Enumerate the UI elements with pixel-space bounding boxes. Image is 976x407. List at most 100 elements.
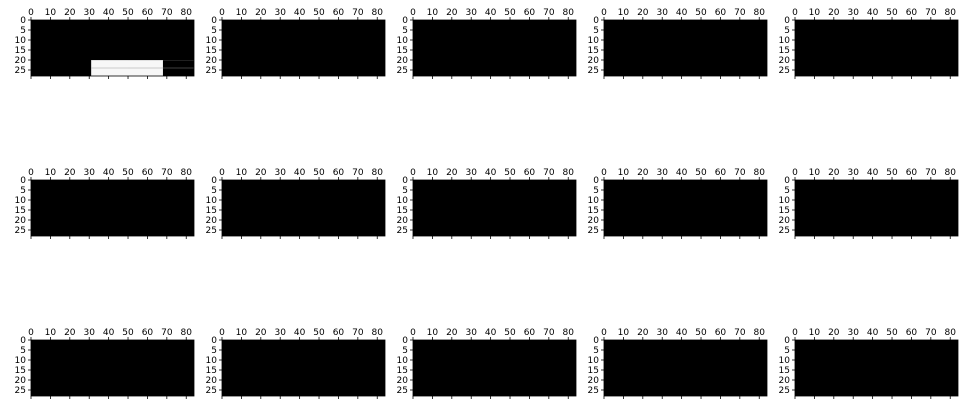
y-tick-label: 20 (779, 56, 791, 66)
y-tick-label: 10 (588, 196, 600, 206)
y-tick-label: 15 (588, 366, 599, 376)
x-tick-label: 30 (656, 8, 668, 18)
axes-frame (30, 339, 195, 397)
x-tick-label: 80 (181, 168, 193, 178)
y-tick-label: 20 (397, 56, 409, 66)
x-tick-label: 0 (792, 328, 798, 338)
x-tick-label: 0 (28, 168, 34, 178)
y-tick-label: 5 (20, 26, 26, 36)
x-tick-label: 50 (313, 328, 325, 338)
x-tick-label: 0 (792, 8, 798, 18)
x-tick-label: 70 (161, 8, 173, 18)
x-tick-label: 30 (656, 168, 668, 178)
x-tick-label: 50 (313, 168, 325, 178)
axes-frame (603, 19, 768, 77)
image-background (413, 180, 576, 236)
y-tick-label: 25 (397, 386, 408, 396)
x-tick-label: 20 (255, 8, 267, 18)
y-tick-label: 20 (206, 56, 218, 66)
y-tick-label: 25 (397, 66, 408, 76)
y-tick-label: 25 (397, 226, 408, 236)
y-tick-label: 0 (593, 336, 599, 346)
y-tick-label: 15 (397, 366, 408, 376)
y-tick-label: 15 (397, 206, 408, 216)
image-background (31, 180, 194, 236)
y-tick-label: 5 (784, 346, 790, 356)
x-tick-label: 10 (427, 328, 439, 338)
y-tick-label: 10 (588, 356, 600, 366)
x-tick-label: 50 (695, 168, 707, 178)
y-tick-label: 0 (402, 176, 408, 186)
y-tick-label: 15 (15, 46, 26, 56)
y-tick-label: 25 (206, 66, 217, 76)
axes-frame (30, 179, 195, 237)
y-tick-label: 25 (779, 226, 790, 236)
y-tick-label: 15 (588, 206, 599, 216)
axes-frame (221, 179, 386, 237)
axes-frame (603, 179, 768, 237)
x-tick-label: 70 (925, 328, 937, 338)
y-tick-label: 5 (593, 346, 599, 356)
x-tick-label: 30 (83, 8, 95, 18)
y-tick-label: 10 (397, 196, 409, 206)
y-tick-label: 15 (779, 46, 790, 56)
y-tick-label: 10 (206, 36, 218, 46)
x-tick-label: 0 (410, 8, 416, 18)
x-tick-label: 60 (524, 328, 536, 338)
image-background (604, 340, 767, 396)
y-tick-label: 15 (15, 366, 26, 376)
x-tick-label: 10 (45, 328, 57, 338)
x-tick-label: 80 (945, 168, 957, 178)
x-tick-label: 30 (83, 168, 95, 178)
x-tick-label: 60 (333, 328, 345, 338)
y-tick-label: 5 (211, 346, 217, 356)
y-tick-label: 20 (779, 216, 791, 226)
image-background (222, 180, 385, 236)
y-tick-label: 20 (779, 376, 791, 386)
y-tick-label: 0 (593, 176, 599, 186)
y-tick-label: 0 (211, 16, 217, 26)
x-tick-label: 10 (618, 8, 630, 18)
x-tick-label: 70 (352, 328, 364, 338)
x-tick-label: 30 (465, 168, 477, 178)
y-tick-label: 5 (784, 186, 790, 196)
x-tick-label: 40 (676, 168, 688, 178)
x-tick-label: 40 (485, 8, 497, 18)
y-tick-label: 10 (588, 36, 600, 46)
x-tick-label: 30 (847, 168, 859, 178)
y-tick-label: 20 (397, 216, 409, 226)
image-background (31, 340, 194, 396)
x-tick-label: 10 (809, 8, 821, 18)
y-tick-label: 10 (397, 356, 409, 366)
x-tick-label: 40 (103, 328, 115, 338)
x-tick-label: 60 (333, 168, 345, 178)
image-background (795, 180, 958, 236)
x-tick-label: 70 (543, 8, 555, 18)
y-tick-label: 0 (784, 16, 790, 26)
y-tick-label: 10 (15, 196, 27, 206)
y-tick-label: 20 (15, 376, 27, 386)
x-tick-label: 20 (255, 328, 267, 338)
y-tick-label: 5 (402, 26, 408, 36)
x-tick-label: 80 (372, 8, 384, 18)
x-tick-label: 60 (524, 8, 536, 18)
y-tick-label: 5 (402, 186, 408, 196)
x-tick-label: 50 (504, 168, 516, 178)
y-tick-label: 20 (588, 376, 600, 386)
x-tick-label: 20 (828, 8, 840, 18)
y-tick-label: 25 (206, 226, 217, 236)
x-tick-label: 30 (465, 328, 477, 338)
x-tick-label: 70 (925, 168, 937, 178)
x-tick-label: 60 (333, 8, 345, 18)
y-tick-label: 15 (588, 46, 599, 56)
x-tick-label: 40 (867, 328, 879, 338)
x-tick-label: 10 (45, 8, 57, 18)
y-tick-label: 0 (211, 336, 217, 346)
x-tick-label: 50 (504, 8, 516, 18)
x-tick-label: 50 (886, 328, 898, 338)
